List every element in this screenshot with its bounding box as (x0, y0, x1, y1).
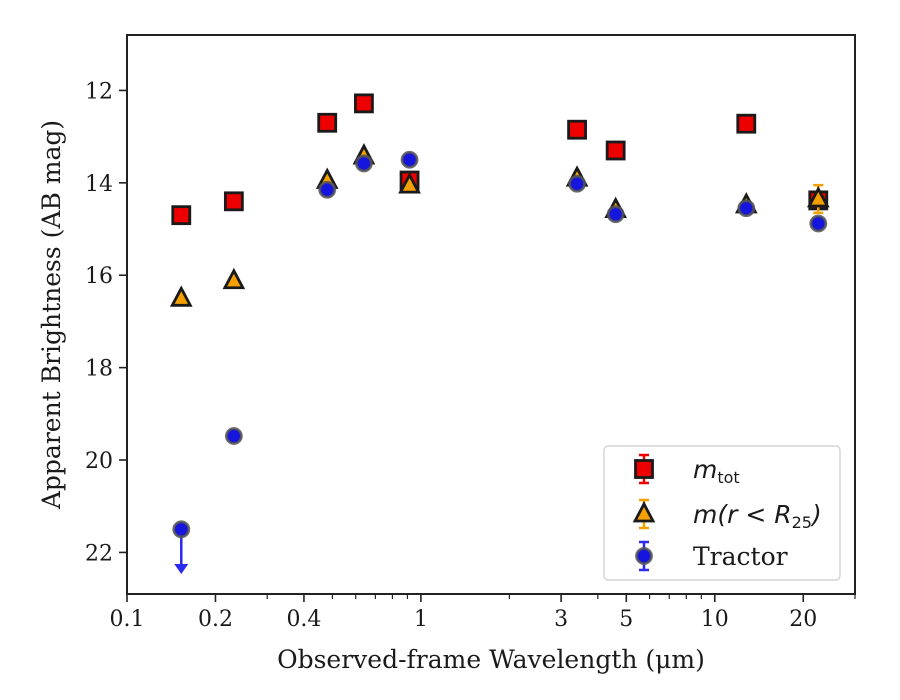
x-tick-label: 10 (701, 607, 729, 632)
legend: mtot m(r < R25) Tractor (603, 445, 841, 581)
tractor-point-3 (318, 180, 337, 199)
y-tick-label: 14 (85, 172, 113, 197)
series-mr25 (169, 143, 830, 307)
series-mtot (171, 93, 829, 226)
mr25-point-5 (398, 172, 421, 194)
mtot-point-2 (223, 191, 244, 212)
mtot-point-1 (171, 205, 192, 226)
mtot-point-3 (317, 112, 338, 133)
mr25-point-9 (806, 186, 830, 208)
x-tick-label: 0.4 (286, 607, 321, 632)
legend-marker-tractor (635, 547, 653, 565)
legend-label-mr25: m(r < R25) (693, 500, 822, 532)
y-axis-title: Apparent Brightness (AB mag) (37, 120, 66, 510)
tractor-point-1-limit-arrow (174, 563, 189, 574)
y-tick-label: 22 (85, 541, 113, 566)
x-tick-label: 5 (619, 607, 633, 632)
legend-marker-mtot (634, 459, 654, 479)
tractor-point-4 (355, 154, 373, 173)
mtot-point-6 (567, 119, 587, 140)
tractor-point-7 (606, 205, 625, 224)
x-axis-title: Observed-frame Wavelength (μm) (277, 645, 705, 674)
tractor-point-1 (172, 520, 191, 539)
legend-label-mtot: mtot (693, 455, 740, 487)
x-tick-label: 20 (789, 607, 817, 632)
x-tick-label: 3 (554, 607, 568, 632)
legend-label-tractor: Tractor (693, 542, 788, 571)
plot-frame (126, 34, 856, 595)
mtot-point-4 (354, 93, 374, 114)
y-tick-label: 18 (85, 357, 113, 382)
x-axis: 0.1 0.2 0.4 1 3 5 10 20 (110, 594, 856, 632)
y-tick-label: 12 (85, 79, 113, 104)
mtot-point-8 (736, 113, 757, 134)
tractor-point-5 (400, 150, 419, 169)
y-axis: 12 14 16 18 20 22 (85, 79, 127, 566)
tractor-point-6 (568, 174, 586, 193)
tractor-point-2 (224, 427, 243, 445)
mr25-point-1 (169, 285, 193, 307)
x-tick-label: 0.1 (110, 607, 145, 632)
y-tick-label: 20 (85, 449, 113, 474)
y-tick-label: 16 (85, 264, 113, 289)
tractor-point-9 (809, 214, 828, 233)
data-marks (169, 93, 830, 574)
x-tick-label: 0.2 (198, 607, 233, 632)
series-tractor (172, 150, 828, 574)
legend-box (603, 445, 841, 581)
tractor-point-8 (737, 199, 756, 218)
x-tick-label: 1 (414, 607, 428, 632)
mtot-point-7 (605, 140, 626, 161)
mr25-point-2 (222, 267, 246, 290)
legend-marker-mr25 (632, 501, 656, 523)
